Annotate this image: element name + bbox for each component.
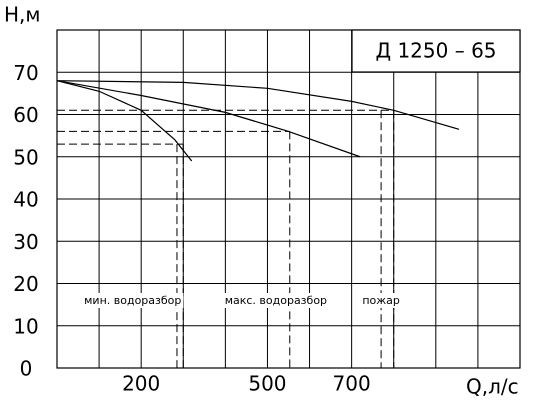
y-tick-label: 0 xyxy=(20,357,33,381)
y-tick-label: 10 xyxy=(13,314,38,338)
y-tick-label: 40 xyxy=(13,188,38,212)
annotation-bg xyxy=(360,293,402,308)
annotation: макс. водоразбор xyxy=(225,294,327,307)
x-tick-label: 200 xyxy=(122,372,160,396)
annotation-bg xyxy=(82,293,184,308)
y-axis-label: H,м xyxy=(4,3,40,27)
y-tick-label: 50 xyxy=(13,145,38,169)
y-tick-label: 30 xyxy=(13,230,38,254)
curve xyxy=(56,80,361,158)
y-tick-label: 70 xyxy=(13,61,38,85)
curve xyxy=(56,80,193,162)
curve xyxy=(56,80,460,130)
y-tick-label: 60 xyxy=(13,103,38,127)
title-box xyxy=(351,29,521,73)
annotation-bg xyxy=(222,293,330,308)
annotation: мин. водоразбор xyxy=(84,294,181,307)
x-axis-label: Q,л/с xyxy=(466,375,519,399)
x-tick-label: 700 xyxy=(333,372,371,396)
chart-title: Д 1250 – 65 xyxy=(375,39,496,63)
y-tick-label: 20 xyxy=(13,272,38,296)
x-tick-label: 500 xyxy=(248,372,286,396)
annotation: пожар xyxy=(362,294,400,307)
